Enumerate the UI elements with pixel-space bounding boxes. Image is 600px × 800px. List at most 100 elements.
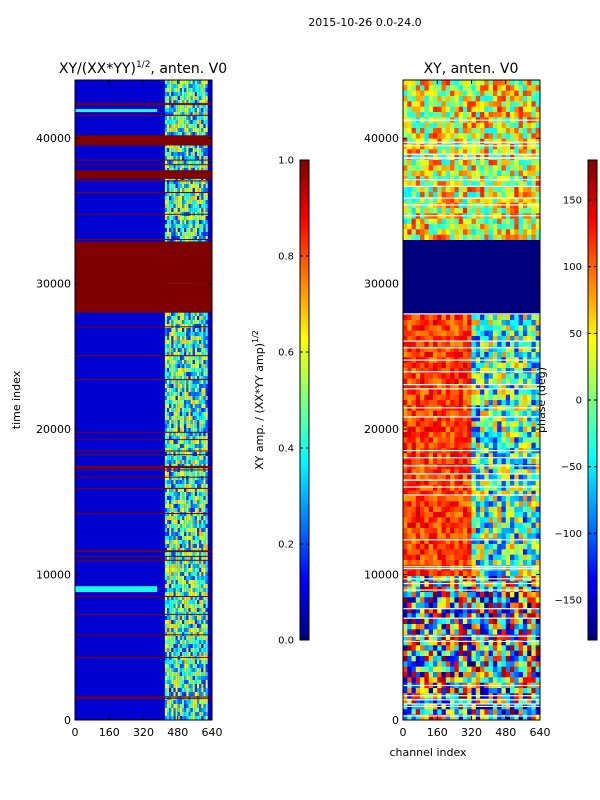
left-cell <box>190 572 193 577</box>
left-cell <box>179 188 183 193</box>
left-cell <box>197 188 200 193</box>
left-cell <box>175 320 178 325</box>
left-cell <box>173 444 176 449</box>
left-cell <box>186 660 189 665</box>
left-cell <box>175 340 178 345</box>
right-cell <box>462 170 468 177</box>
left-cell <box>164 356 168 361</box>
left-saturated-band <box>75 241 212 284</box>
right-cell <box>471 128 477 134</box>
left-cell <box>194 192 198 197</box>
right-cell <box>497 149 502 155</box>
left-cell <box>164 428 168 433</box>
left-cell <box>188 164 191 169</box>
left-cell <box>205 424 208 429</box>
right-cell <box>437 352 442 358</box>
left-cell <box>186 500 189 505</box>
right-cell <box>445 160 451 166</box>
left-cell <box>192 688 195 693</box>
left-cell <box>203 100 206 105</box>
left-cell <box>197 192 200 197</box>
left-cell <box>169 540 172 545</box>
right-cell <box>492 192 498 198</box>
right-cell <box>411 149 417 155</box>
left-cell <box>201 124 204 129</box>
right-cell <box>492 341 498 347</box>
left-cell <box>184 224 187 229</box>
left-cell <box>199 108 202 113</box>
right-cell <box>527 176 532 182</box>
left-cell <box>205 444 208 449</box>
left-cell <box>194 440 198 445</box>
left-cell <box>177 184 180 189</box>
right-cell <box>492 165 498 171</box>
left-cell <box>164 652 168 657</box>
left-cell <box>173 180 176 185</box>
right-cell <box>445 352 451 358</box>
right-cell <box>407 181 412 187</box>
left-cell <box>175 364 178 369</box>
right-cell <box>488 106 494 113</box>
left-title-main: XY/(XX*YY) <box>59 61 136 77</box>
left-cell <box>173 236 176 241</box>
left-cell <box>203 636 206 641</box>
left-cell <box>197 524 200 529</box>
right-cell <box>471 144 477 150</box>
left-cell <box>175 568 178 573</box>
left-red-line <box>75 164 212 166</box>
left-cell <box>175 112 178 117</box>
left-cell <box>173 164 176 169</box>
left-cell <box>184 364 187 369</box>
left-cell <box>182 80 185 85</box>
right-cell <box>428 341 434 347</box>
right-cell <box>415 186 421 193</box>
left-cell <box>175 644 178 649</box>
left-cell <box>201 364 204 369</box>
left-cell <box>188 104 191 109</box>
left-cell <box>201 536 204 541</box>
left-cell <box>164 644 168 649</box>
right-cell <box>428 208 434 214</box>
left-cell <box>177 220 180 225</box>
left-cell <box>175 672 178 677</box>
right-cell <box>501 80 507 86</box>
left-cell <box>199 568 202 573</box>
right-cell <box>535 314 540 321</box>
right-cell <box>424 218 429 225</box>
left-cell <box>184 632 187 637</box>
right-cell <box>415 208 421 214</box>
right-cell <box>454 160 459 166</box>
left-cell <box>184 228 187 233</box>
left-cell <box>190 112 193 117</box>
right-cell <box>428 80 434 86</box>
left-cell <box>205 228 208 233</box>
left-cell <box>171 648 174 653</box>
right-cell <box>415 144 421 150</box>
left-cell <box>169 580 172 585</box>
right-cell <box>522 112 528 118</box>
right-cell <box>501 96 507 102</box>
left-cell <box>169 564 172 569</box>
right-cell <box>531 106 536 113</box>
left-cell <box>203 332 206 337</box>
left-cell <box>194 716 198 720</box>
left-cell <box>203 456 206 461</box>
left-cell <box>173 408 176 413</box>
left-cell <box>164 640 168 645</box>
left-cell <box>184 208 187 213</box>
left-cell <box>182 676 185 681</box>
left-cell <box>194 152 198 157</box>
left-cell <box>179 516 183 521</box>
right-cell <box>514 330 519 337</box>
right-cell <box>501 106 507 113</box>
left-cell <box>188 408 191 413</box>
left-cell <box>197 636 200 641</box>
right-cell <box>450 106 455 113</box>
right-cell <box>458 186 464 193</box>
left-cell <box>203 196 206 201</box>
left-cell <box>167 692 170 697</box>
right-cell <box>501 234 507 241</box>
right-cell <box>535 181 540 187</box>
left-cell <box>167 480 170 485</box>
left-cell <box>167 456 170 461</box>
